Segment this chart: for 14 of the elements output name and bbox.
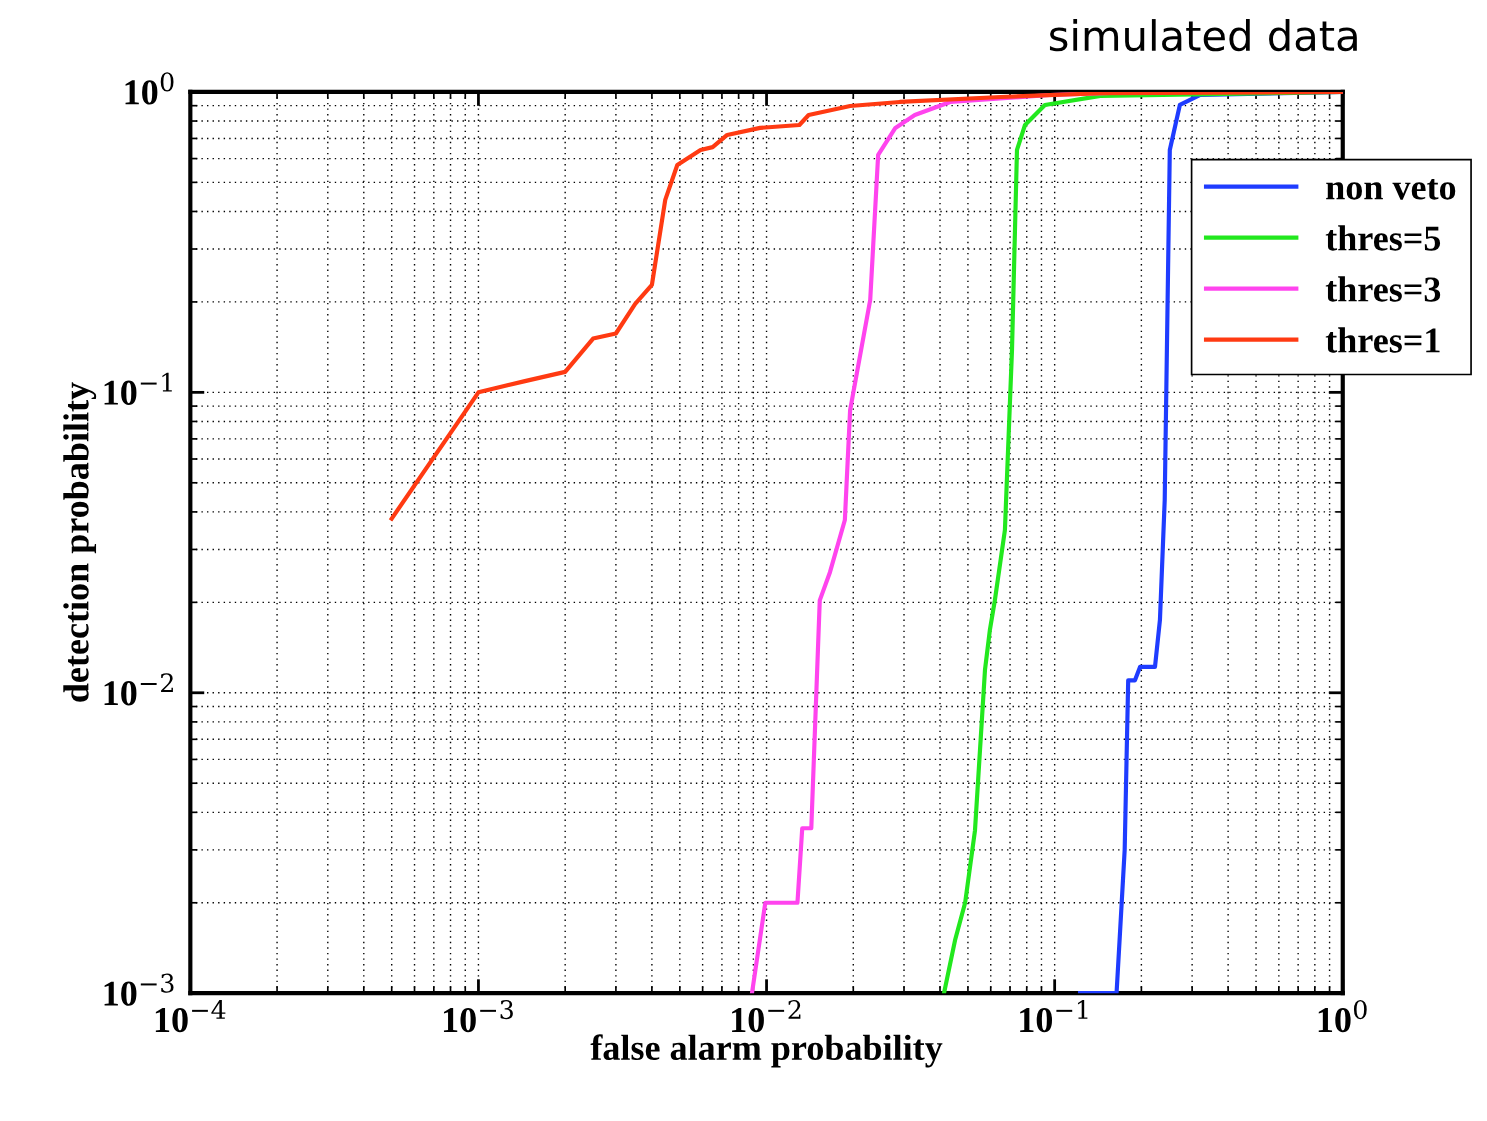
y-axis-title: detection probability	[63, 382, 97, 702]
x-tick-label: 10$^{−2}$	[732, 1000, 801, 1033]
y-tick-label: 10$^{−1}$	[104, 372, 172, 405]
legend-label: thres=1	[1325, 327, 1440, 353]
x-tick-label: 10$^{0}$	[1318, 1000, 1367, 1033]
y-tick-label: 10$^{0}$	[125, 72, 174, 105]
legend-label: non veto	[1326, 178, 1456, 200]
text: simulated data	[1049, 19, 1357, 52]
legend-label: thres=3	[1325, 276, 1441, 302]
x-axis-title: false alarm probability	[590, 1034, 943, 1068]
legend-label: thres=5	[1325, 225, 1441, 251]
y-tick-label: 10$^{−2}$	[104, 673, 173, 706]
x-tick-label: 10$^{−3}$	[443, 1000, 513, 1033]
x-tick-label: 10$^{−1}$	[1020, 1000, 1088, 1033]
